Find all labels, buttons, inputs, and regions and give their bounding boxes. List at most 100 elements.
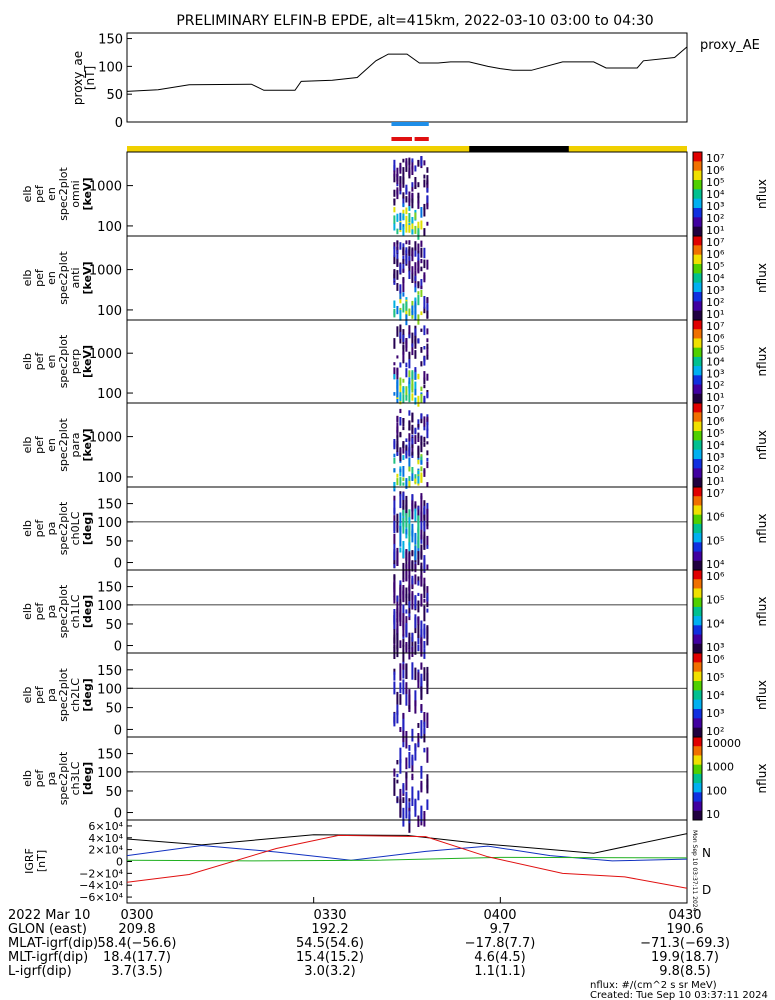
colorbar-segment: [693, 254, 702, 265]
spectrogram-pixel: [396, 547, 399, 566]
spectrogram-pixel: [426, 608, 429, 613]
spectrogram-pixel: [420, 513, 423, 522]
spectrogram-pixel: [405, 386, 408, 397]
spectrogram-pixel: [399, 528, 402, 547]
spectrogram-pixel: [420, 392, 423, 396]
colorbar-tick-label: 10⁵: [706, 260, 724, 273]
panel-ylabel-line: spec2plot: [57, 418, 70, 472]
panel-ytick-label: 150: [97, 581, 122, 596]
panel-ytick-label: 100: [97, 516, 122, 531]
spectrogram-pixel: [405, 161, 408, 172]
panel-ytick-label: 100: [97, 471, 122, 486]
colorbar-segment: [693, 755, 702, 766]
spectrogram-pixel: [423, 583, 426, 599]
colorbar-tick-label: 10⁶: [706, 248, 725, 261]
spectrogram-pixel: [417, 253, 420, 261]
spectrogram-pixel: [393, 300, 396, 309]
colorbar-segment: [693, 208, 702, 218]
colorbar-tick-label: 10⁷: [706, 320, 724, 333]
panel-ytick-label: 100: [97, 387, 122, 402]
spectrogram-pixel: [408, 359, 411, 369]
spectrogram-pixel: [408, 457, 411, 467]
spectrogram-pixel: [420, 436, 423, 445]
spectrogram-pixel: [411, 503, 414, 520]
spectrogram-pixel: [414, 350, 417, 359]
spectrogram-pixel: [402, 679, 405, 695]
spectrogram-pixel: [402, 394, 405, 404]
spectrogram-pixel: [420, 156, 423, 166]
colorbar-tick-label: 1000: [706, 761, 734, 774]
spectrogram-pixel: [393, 468, 396, 473]
spectrogram-pixel: [393, 255, 396, 265]
spectrogram-pixel: [411, 332, 414, 338]
spectrogram-pixel: [411, 229, 414, 235]
spectrogram-pixel: [399, 526, 402, 532]
ae-legend-label: proxy_AE: [700, 38, 760, 53]
spectrogram-pixel: [396, 385, 399, 396]
spectrogram-pixel: [420, 544, 423, 560]
spectrogram-pixel: [393, 575, 396, 580]
spectrogram-pixel: [423, 423, 426, 427]
spectrogram-pixel: [420, 686, 423, 700]
spectrogram-pixel: [423, 747, 426, 753]
spectrogram-pixel: [399, 408, 402, 414]
spectrogram-pixel: [408, 807, 411, 812]
spectrogram-pixel: [417, 437, 420, 442]
colorbar-tick-label: 10³: [706, 707, 724, 720]
panel-ylabel: elbpefenspec2plotpara[keV]: [21, 418, 94, 472]
spectrogram-pixel: [420, 493, 423, 499]
spectrogram-pixel: [423, 272, 426, 283]
footer-value: 1.1(1.1): [474, 964, 526, 979]
spectrogram-pixel: [402, 282, 405, 292]
spectrogram-pixel: [420, 456, 423, 462]
spectrogram-pixel: [408, 351, 411, 360]
spectrogram-pixel: [396, 326, 399, 337]
spectrogram-pixel: [417, 470, 420, 475]
colorbar-tick-label: 10⁵: [706, 176, 724, 189]
spectrogram-pixel: [423, 520, 426, 532]
spectrogram-pixel: [426, 592, 429, 602]
spectrogram-pixel: [408, 158, 411, 165]
spectrogram-pixel: [408, 325, 411, 335]
panel-ylabel: elbpefpaspec2plotch2LC[deg]: [21, 668, 94, 722]
panel-ylabel-line: spec2plot: [57, 251, 70, 305]
panel-ylabel-line: omni: [69, 180, 82, 207]
spectrogram-pixel: [396, 395, 399, 404]
spectrogram-pixel: [420, 529, 423, 540]
spectrogram-pixel: [420, 259, 423, 264]
spectrogram-pixel: [411, 754, 414, 766]
spectrogram-pixel: [405, 731, 408, 749]
spectrogram-pixel: [396, 379, 399, 389]
spectrogram-pixel: [408, 390, 411, 395]
spectrogram-pixel: [420, 413, 423, 419]
spectrogram-pixel: [393, 159, 396, 171]
footer-value: 209.8: [118, 922, 155, 937]
colorbar-tick-label: 10⁴: [706, 558, 725, 571]
spectrogram-pixel: [411, 160, 414, 170]
spectrogram-pixel: [423, 174, 426, 179]
panel-ytick-label: 0: [114, 807, 122, 822]
spectrogram-pixel: [399, 453, 402, 462]
panel-ytick-label: 100: [97, 599, 122, 614]
panel-ylabel: elbpefpaspec2plotch1LC[deg]: [21, 584, 94, 638]
proxy-ae-panel: 150 100 50 0 proxy_ae[nT] proxy_AE: [71, 32, 760, 131]
spectrogram-pixel: [396, 228, 399, 235]
colorbar-label: nflux: [755, 179, 769, 209]
spectrogram-pixel: [420, 311, 423, 316]
colorbar-segment: [693, 384, 702, 395]
spectrogram-pixel: [414, 303, 417, 315]
spectrogram-pixel: [408, 705, 411, 710]
panel-ylabel-line: [keV]: [81, 345, 94, 378]
colorbar-segment: [693, 737, 702, 747]
spectrogram-pixel: [393, 362, 396, 366]
spectrogram-pixel: [393, 768, 396, 777]
panel-ytick-label: 100: [97, 220, 122, 235]
spectrogram-pixel: [414, 429, 417, 433]
spectrogram-pixel: [393, 367, 396, 377]
spectrogram-pixel: [420, 247, 423, 258]
colorbar-segment: [693, 189, 702, 200]
colorbar-segment: [693, 773, 702, 784]
panel-ylabel-line: pa: [45, 772, 58, 786]
panel-ytick-label: 1000: [89, 431, 122, 446]
